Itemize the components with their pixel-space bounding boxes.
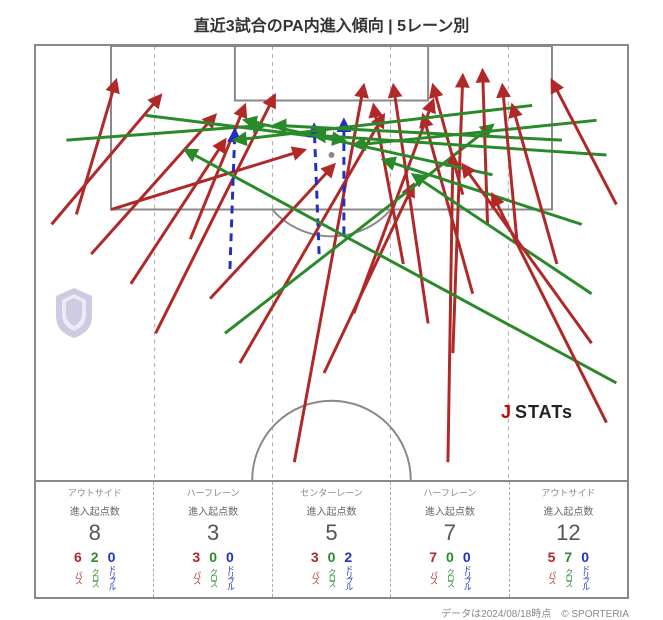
svg-text:J: J	[501, 402, 511, 422]
lane-dribble: 0ドリブル	[462, 550, 471, 589]
lane-header: アウトサイド	[510, 486, 627, 499]
lane-dribble: 0ドリブル	[107, 550, 116, 589]
lane-0: アウトサイド 進入起点数 8 6パス 2クロス 0ドリブル	[36, 482, 153, 597]
lane-1: ハーフレーン 進入起点数 3 3パス 0クロス 0ドリブル	[153, 482, 271, 597]
lane-cross: 0クロス	[327, 550, 336, 589]
lane-dribble: 2ドリブル	[344, 550, 353, 589]
lane-dribble: 0ドリブル	[581, 550, 590, 589]
svg-text:STATs: STATs	[515, 402, 573, 422]
lane-4: アウトサイド 進入起点数 12 5パス 7クロス 0ドリブル	[509, 482, 627, 597]
lane-sub: 進入起点数	[154, 503, 271, 518]
lane-header: ハーフレーン	[154, 486, 271, 499]
dribble-arrow	[230, 130, 235, 269]
pass-arrow	[453, 76, 463, 353]
pass-arrow	[493, 195, 607, 423]
lane-total: 5	[273, 520, 390, 546]
lane-breakdown: 3パス 0クロス 0ドリブル	[154, 550, 271, 589]
lane-header: センターレーン	[273, 486, 390, 499]
pass-arrow	[512, 105, 557, 264]
lane-pass: 3パス	[310, 550, 319, 589]
lane-breakdown: 7パス 0クロス 0ドリブル	[391, 550, 508, 589]
pass-arrow	[463, 165, 592, 343]
pass-arrow	[552, 81, 616, 205]
pass-arrow	[240, 115, 384, 363]
lanes-area: アウトサイド 進入起点数 8 6パス 2クロス 0ドリブル ハーフレーン 進入起…	[34, 482, 629, 599]
cross-arrow	[413, 175, 591, 294]
lane-2: センターレーン 進入起点数 5 3パス 0クロス 2ドリブル	[272, 482, 390, 597]
pass-arrow	[131, 140, 225, 284]
lane-breakdown: 3パス 0クロス 2ドリブル	[273, 550, 390, 589]
lane-cross: 2クロス	[90, 550, 99, 589]
lane-pass: 3パス	[192, 550, 201, 589]
lane-sub: 進入起点数	[391, 503, 508, 518]
lane-3: ハーフレーン 進入起点数 7 7パス 0クロス 0ドリブル	[390, 482, 508, 597]
lane-cross: 7クロス	[564, 550, 573, 589]
lane-total: 3	[154, 520, 271, 546]
jstats-logo: J STATs	[501, 400, 611, 424]
lane-pass: 6パス	[74, 550, 83, 589]
lane-pass: 7パス	[429, 550, 438, 589]
lane-breakdown: 6パス 2クロス 0ドリブル	[36, 550, 153, 589]
lane-pass: 5パス	[547, 550, 556, 589]
lane-total: 8	[36, 520, 153, 546]
lane-sub: 進入起点数	[510, 503, 627, 518]
lane-header: アウトサイド	[36, 486, 153, 499]
lane-total: 7	[391, 520, 508, 546]
lane-header: ハーフレーン	[391, 486, 508, 499]
cross-arrow	[245, 120, 493, 174]
pass-arrow	[324, 185, 413, 373]
lane-sub: 進入起点数	[273, 503, 390, 518]
lane-dribble: 0ドリブル	[226, 550, 235, 589]
chart-container: 直近3試合のPA内進入傾向 | 5レーン別 J STATs アウトサイド 進入起…	[0, 0, 663, 611]
pass-arrow	[76, 81, 116, 215]
chart-title: 直近3試合のPA内進入傾向 | 5レーン別	[0, 0, 663, 44]
pitch-area: J STATs	[34, 44, 629, 482]
team-crest	[52, 286, 96, 340]
lane-cross: 0クロス	[209, 550, 218, 589]
lane-total: 12	[510, 520, 627, 546]
footer-text: データは2024/08/18時点 © SPORTERIA	[34, 605, 629, 620]
lane-sub: 進入起点数	[36, 503, 153, 518]
lane-cross: 0クロス	[446, 550, 455, 589]
lane-breakdown: 5パス 7クロス 0ドリブル	[510, 550, 627, 589]
pass-arrow	[294, 86, 363, 463]
